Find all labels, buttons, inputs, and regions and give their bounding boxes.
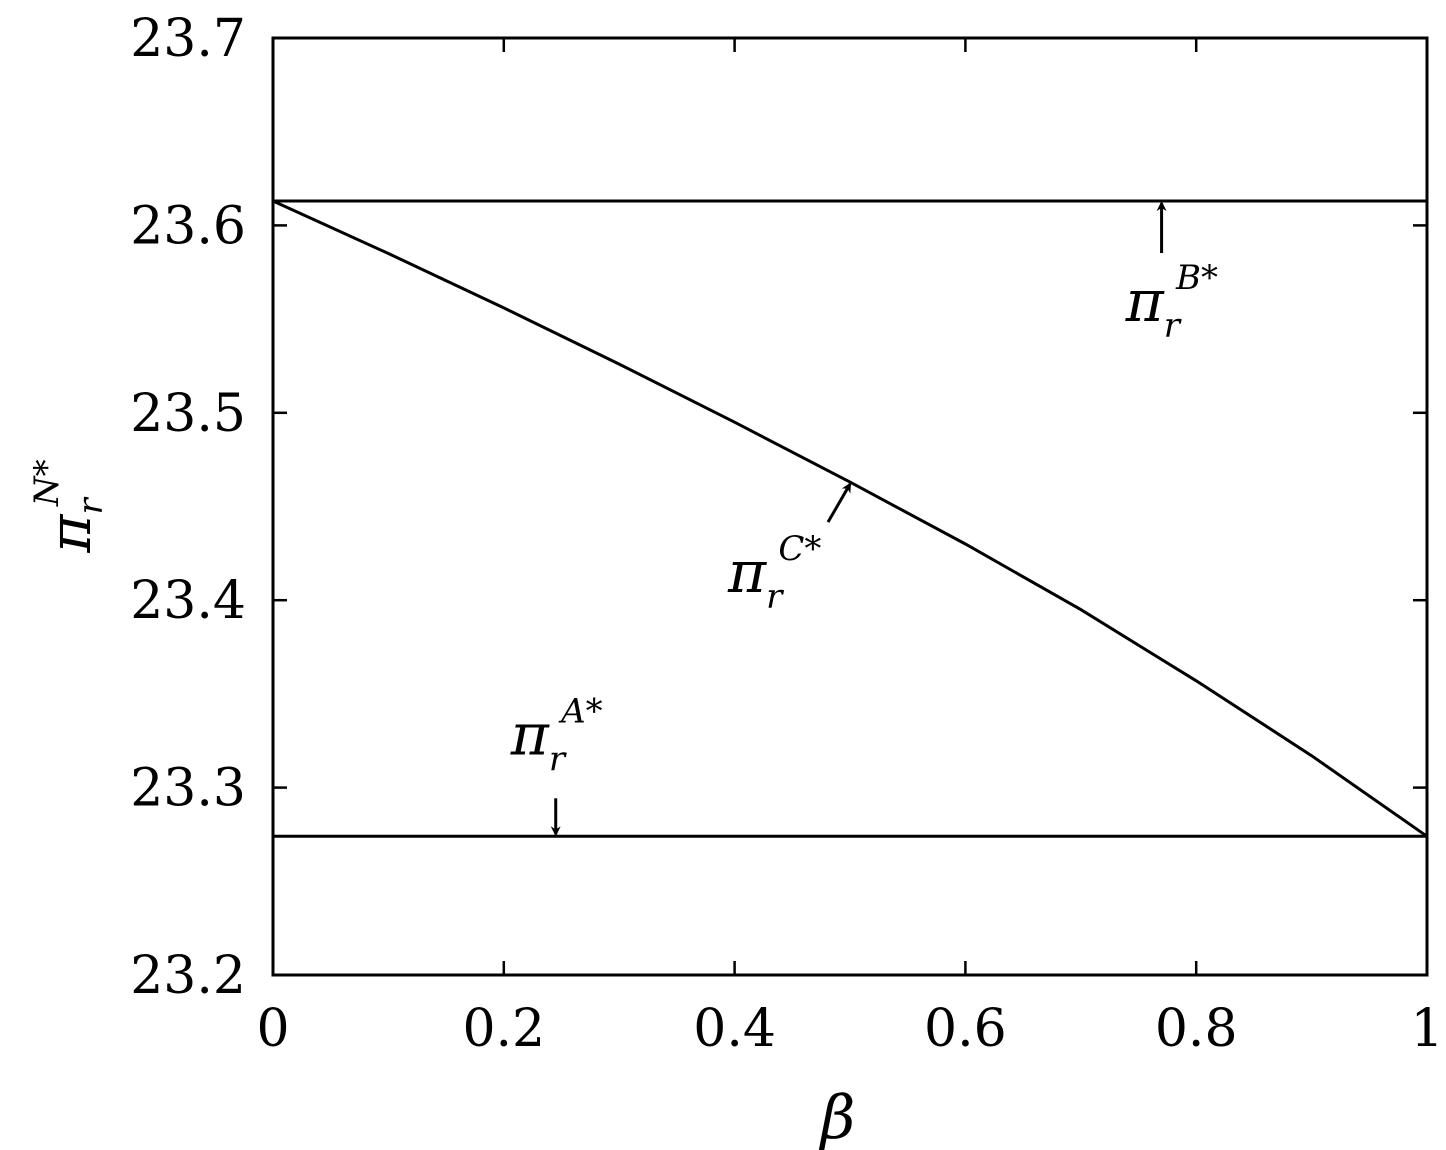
y-tick-label: 23.7 — [130, 9, 246, 69]
y-axis-label: πrN* — [27, 459, 111, 553]
y-tick-label: 23.2 — [130, 946, 246, 1006]
y-tick-label: 23.4 — [130, 571, 246, 631]
annotation-label: πrA* — [510, 691, 603, 779]
x-tick-label: 0 — [256, 999, 289, 1059]
x-tick-label: 1 — [1410, 999, 1443, 1059]
x-tick-label: 0.2 — [462, 999, 545, 1059]
y-tick-label: 23.6 — [130, 196, 246, 256]
annotation-label: πrC* — [727, 529, 821, 617]
svg-text:πrN*: πrN* — [27, 459, 111, 553]
y-axis-label-sup: N* — [27, 459, 67, 507]
y-axis-label-base: π — [36, 514, 104, 554]
series-layer — [272, 199, 1428, 838]
y-tick-label: 23.3 — [130, 759, 246, 819]
ticks — [271, 36, 1429, 977]
x-tick-labels: 0 0.2 0.4 0.6 0.8 1 — [256, 999, 1443, 1059]
x-tick-label: 0.8 — [1155, 999, 1238, 1059]
series-line-1 — [272, 199, 1428, 838]
plot-frame — [271, 36, 1429, 977]
x-tick-label: 0.4 — [693, 999, 776, 1059]
y-axis-label-sub: r — [71, 496, 111, 514]
annotations: πrB* πrC* πrA* — [510, 201, 1218, 837]
y-tick-label: 23.5 — [130, 384, 246, 444]
annotation-arrow — [826, 482, 852, 523]
x-axis-label: β — [819, 1083, 856, 1150]
annotation-label: πrB* — [1125, 258, 1218, 346]
y-tick-labels: 23.2 23.3 23.4 23.5 23.6 23.7 — [130, 9, 246, 1006]
x-tick-label: 0.6 — [924, 999, 1007, 1059]
